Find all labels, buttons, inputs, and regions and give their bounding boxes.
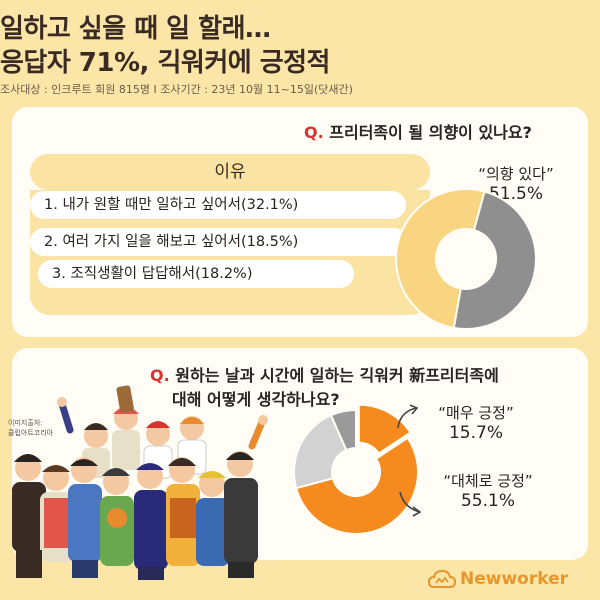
donut-slice-3 [293,413,348,490]
question-1: Q. 프리터족이 될 의향이 있나요? [304,119,532,143]
donut-chart-1 [395,188,537,330]
workers-illustration [12,385,268,580]
donut-2-label-a-text: “매우 긍정” [438,404,514,422]
reason-item-3: 3. 조직생활이 답답해서(18.2%) [38,260,354,288]
title-line-1: 일하고 싶을 때 일 할래… [0,14,271,44]
question-2-mark: Q. [150,366,170,385]
donut-2-label-b: “대체로 긍정” 55.1% [418,470,558,511]
brand-logo: Newworker [428,566,568,592]
donut-chart-2 [293,403,419,535]
cloud-logo-icon [428,569,456,588]
donut-2-value-b: 55.1% [460,491,515,511]
reason-item-2: 2. 여러 가지 일을 해보고 싶어서(18.5%) [30,228,408,256]
donut-slice-1 [357,403,412,455]
question-1-mark: Q. [304,123,324,142]
image-credit-line-1: 이미지출처: [8,419,43,427]
reasons-header: 이유 [30,154,430,190]
image-credit-line-2: 클립아트코리아 [8,429,54,437]
question-1-panel: Q. 프리터족이 될 의향이 있나요? 이유 1. 내가 원할 때만 일하고 싶… [12,107,588,337]
donut-1-label-text: “의향 있다” [478,165,554,183]
question-2-text-line-1: 원하는 날과 시간에 일하는 긱워커 新프리터족에 [175,366,499,385]
brand-name: Newworker [460,569,568,589]
title-line-2: 응답자 71%, 긱워커에 긍정적 [0,48,330,78]
donut-2-label-b-text: “대체로 긍정” [443,472,533,490]
question-2: Q. 원하는 날과 시간에 일하는 긱워커 新프리터족에 [150,362,499,386]
donut-slice-4 [329,408,357,452]
question-1-text: 프리터족이 될 의향이 있나요? [329,123,532,142]
donut-slice-2 [452,190,537,330]
donut-slice-1 [395,188,486,330]
arrow-icon [399,491,422,517]
donut-slice-2 [294,436,419,535]
survey-meta: 조사대상 : 인크루트 회원 815명 I 조사기간 : 23년 10월 11~… [0,83,353,96]
arrow-icon [397,404,419,429]
question-2-text-line-2: 대해 어떻게 생각하나요? [172,390,340,409]
donut-2-value-a: 15.7% [448,423,503,443]
donut-2-label-a: “매우 긍정” 15.7% [418,402,534,443]
reason-item-1: 1. 내가 원할 때만 일하고 싶어서(32.1%) [30,191,406,219]
image-credit: 이미지출처: 클립아트코리아 [8,418,53,438]
